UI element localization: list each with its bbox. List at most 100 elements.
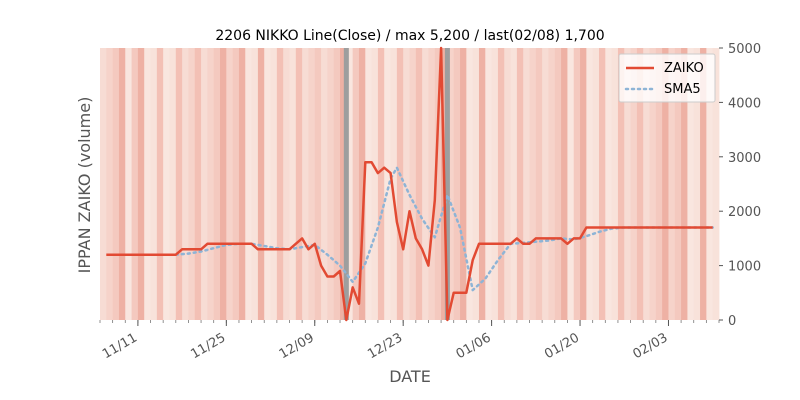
y-tick-label: 5000: [728, 42, 761, 57]
y-axis-label: IPPAN ZAIKO (volume): [75, 97, 94, 274]
day-band: [150, 48, 158, 320]
day-band: [504, 48, 511, 320]
day-band: [687, 48, 695, 320]
day-band: [415, 48, 423, 320]
day-band: [220, 48, 227, 320]
day-band: [321, 48, 328, 320]
day-band: [466, 48, 474, 320]
day-band: [232, 48, 240, 320]
day-band: [106, 48, 114, 320]
y-tick-label: 1000: [728, 260, 761, 275]
day-band: [131, 48, 139, 320]
day-band: [358, 48, 366, 320]
day-band: [554, 48, 562, 320]
y-axis: 0 1000 2000 3000 4000 5000: [719, 42, 761, 329]
day-band: [422, 48, 429, 320]
chart-title: 2206 NIKKO Line(Close) / max 5,200 / las…: [215, 28, 604, 44]
day-band: [100, 48, 107, 320]
day-band: [693, 48, 701, 320]
day-band: [649, 48, 657, 320]
day-band: [194, 48, 202, 320]
day-band: [283, 48, 290, 320]
day-band: [314, 48, 322, 320]
day-band: [371, 48, 379, 320]
legend-sma5-label: SMA5: [664, 82, 701, 97]
day-band: [712, 48, 720, 320]
day-band: [485, 48, 493, 320]
day-band: [333, 48, 341, 320]
day-band: [182, 48, 189, 320]
x-axis: 11/11 11/25 12/09 12/23 01/06 01/20 02/03: [99, 320, 720, 362]
day-band: [497, 48, 505, 320]
y-tick-label: 0: [728, 314, 736, 329]
day-band: [264, 48, 271, 320]
day-band: [700, 48, 707, 320]
x-tick-label: 12/09: [277, 330, 317, 362]
day-band: [346, 48, 354, 320]
x-tick-label: 11/25: [188, 330, 228, 362]
day-band: [251, 48, 259, 320]
x-tick-label: 12/23: [365, 330, 405, 362]
day-band: [213, 48, 221, 320]
day-band: [201, 48, 208, 320]
series-zaiko-line: [106, 46, 713, 322]
day-band: [302, 48, 309, 320]
day-band: [434, 48, 442, 320]
x-tick-label: 02/03: [631, 330, 671, 362]
day-band: [390, 48, 398, 320]
day-band: [175, 48, 183, 320]
day-band: [125, 48, 132, 320]
day-band: [706, 48, 714, 320]
day-band: [605, 48, 613, 320]
marker-band: [343, 48, 349, 320]
legend-zaiko-label: ZAIKO: [664, 61, 704, 76]
y-tick-label: 2000: [728, 205, 761, 220]
day-band: [636, 48, 644, 320]
day-band: [403, 48, 410, 320]
day-band: [510, 48, 518, 320]
day-band: [276, 48, 284, 320]
day-band: [529, 48, 537, 320]
day-band: [327, 48, 335, 320]
day-band: [598, 48, 606, 320]
day-band: [674, 48, 682, 320]
day-band: [491, 48, 499, 320]
day-band: [207, 48, 215, 320]
day-band: [472, 48, 480, 320]
day-band: [592, 48, 600, 320]
day-band: [384, 48, 391, 320]
x-tick-label: 11/11: [100, 330, 140, 362]
day-band: [169, 48, 177, 320]
day-band: [460, 48, 467, 320]
day-band: [308, 48, 316, 320]
day-band: [662, 48, 669, 320]
day-band: [156, 48, 164, 320]
x-axis-label: DATE: [389, 367, 431, 386]
day-band: [226, 48, 234, 320]
day-band: [548, 48, 556, 320]
day-band: [409, 48, 417, 320]
day-band: [377, 48, 385, 320]
day-band: [144, 48, 151, 320]
day-band: [163, 48, 170, 320]
marker-band: [444, 48, 450, 320]
day-band: [453, 48, 461, 320]
day-band: [365, 48, 373, 320]
day-band: [137, 48, 145, 320]
day-band: [617, 48, 625, 320]
day-band: [396, 48, 404, 320]
day-band: [447, 48, 455, 320]
day-band: [668, 48, 676, 320]
day-band: [340, 48, 347, 320]
legend-box: [618, 53, 716, 103]
day-band: [630, 48, 638, 320]
x-tick-label: 01/20: [542, 330, 582, 362]
day-band: [567, 48, 575, 320]
day-band: [295, 48, 303, 320]
day-band: [535, 48, 543, 320]
day-band: [611, 48, 619, 320]
background-bands: [100, 48, 720, 320]
legend: ZAIKO SMA5: [618, 53, 716, 103]
day-band: [188, 48, 196, 320]
